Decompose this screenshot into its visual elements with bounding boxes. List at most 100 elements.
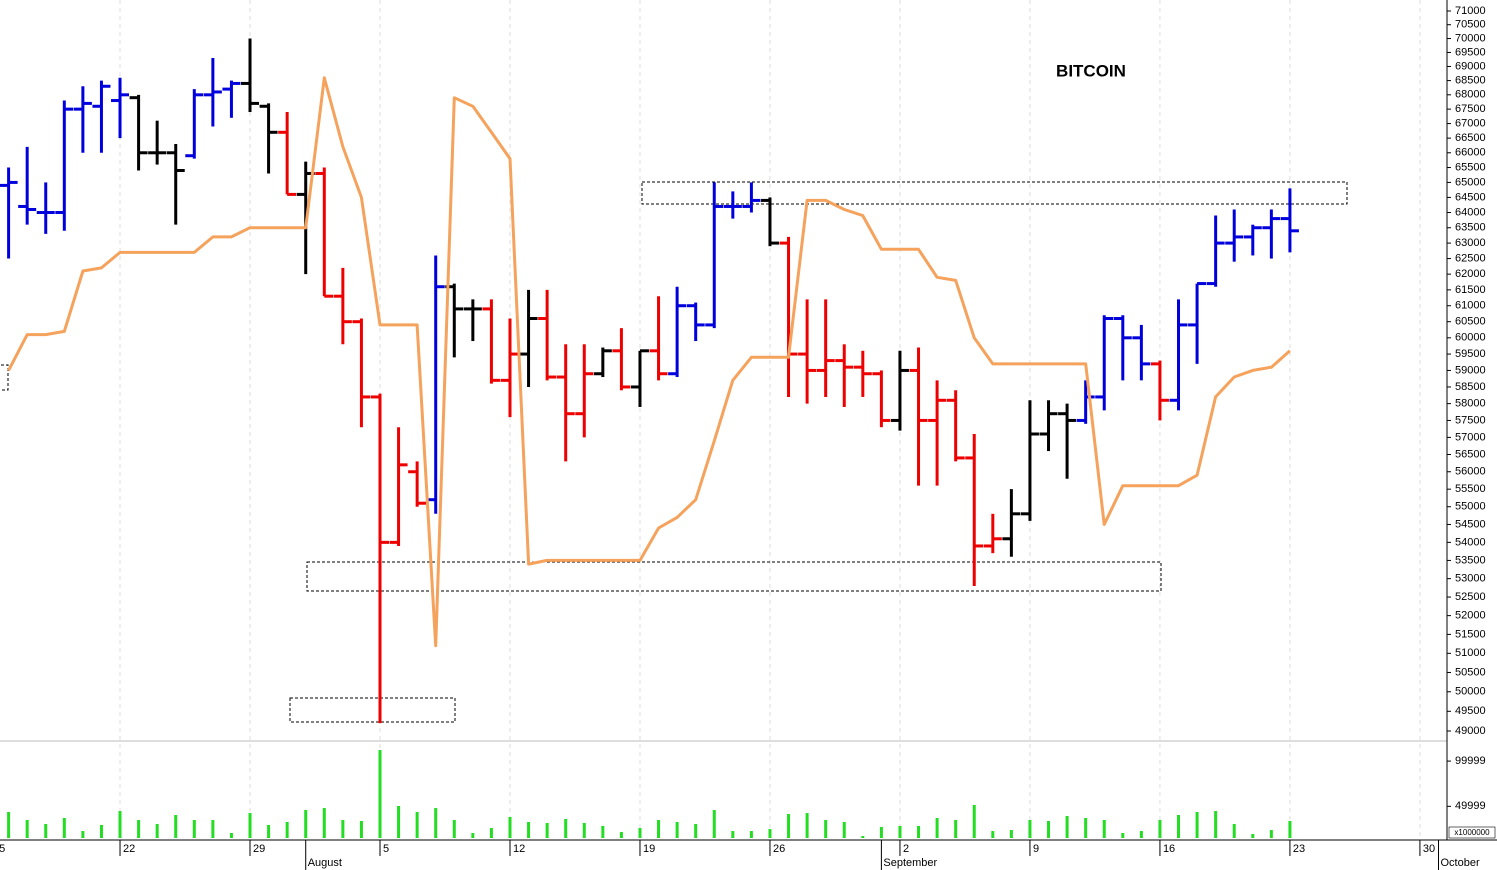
x-tick-label: 16: [1163, 843, 1175, 855]
volume-bar: [898, 825, 902, 838]
volume-bar: [991, 831, 995, 838]
y-tick-label: 54500: [1455, 518, 1486, 530]
y-tick-label: 50500: [1455, 666, 1486, 678]
volume-bar: [155, 823, 159, 838]
x-tick-label: 9: [1033, 843, 1039, 855]
volume-bar: [1121, 833, 1125, 838]
y-tick-label: 59000: [1455, 364, 1486, 376]
support-zone: [306, 561, 1162, 592]
x-tick-label: 12: [513, 843, 525, 855]
volume-bar: [1288, 820, 1292, 838]
y-tick-label: 67000: [1455, 117, 1486, 129]
volume-tick-label: 99999: [1455, 755, 1486, 767]
volume-bar: [415, 812, 419, 838]
chart-title: BITCOIN: [1056, 61, 1126, 80]
volume-bar: [137, 819, 141, 838]
x-tick-label: 15: [0, 843, 5, 855]
volume-bar: [954, 819, 958, 838]
volume-bar: [1214, 811, 1218, 838]
volume-bar: [267, 824, 271, 838]
volume-bar: [25, 819, 29, 838]
y-tick-label: 60000: [1455, 332, 1486, 344]
month-label: August: [308, 857, 342, 869]
volume-bar: [675, 821, 679, 838]
volume-bar: [285, 821, 289, 838]
y-tick-label: 50000: [1455, 686, 1486, 698]
month-label: October: [1440, 857, 1479, 869]
y-tick-label: 55000: [1455, 501, 1486, 513]
volume-bar: [192, 819, 196, 838]
volume-bar: [1047, 820, 1051, 838]
month-label: September: [883, 857, 937, 869]
volume-bar: [824, 819, 828, 838]
unit-box: [1448, 826, 1496, 839]
y-tick-label: 61500: [1455, 284, 1486, 296]
x-tick-label: 19: [643, 843, 655, 855]
volume-bar: [805, 813, 809, 838]
volume-bar: [1084, 818, 1088, 838]
volume-bar: [917, 825, 921, 838]
volume-bar: [638, 828, 642, 838]
y-tick-label: 62500: [1455, 252, 1486, 264]
volume-bar: [489, 828, 493, 838]
volume-bar: [7, 812, 11, 838]
volume-bar: [564, 819, 568, 838]
volume-bar: [1269, 830, 1273, 838]
y-tick-label: 68000: [1455, 89, 1486, 101]
volume-bar: [842, 821, 846, 838]
y-tick-label: 68500: [1455, 74, 1486, 86]
volume-bar: [434, 808, 438, 838]
y-tick-label: 64000: [1455, 206, 1486, 218]
volume-bar: [1195, 812, 1199, 838]
volume-bar: [787, 814, 791, 838]
volume-bar: [712, 810, 716, 838]
y-tick-label: 51500: [1455, 628, 1486, 640]
volume-bar: [694, 823, 698, 838]
volume-bar: [211, 819, 215, 838]
volume-bar: [508, 817, 512, 838]
x-tick-label: 26: [773, 843, 785, 855]
volume-bar: [972, 804, 976, 838]
x-tick-label: 5: [383, 843, 389, 855]
y-tick-label: 67500: [1455, 103, 1486, 115]
volume-bar: [545, 822, 549, 838]
volume-bar: [81, 831, 85, 838]
volume-bar: [1028, 819, 1032, 838]
volume-bar: [341, 819, 345, 838]
volume-bar: [935, 818, 939, 838]
volume-bar: [452, 819, 456, 838]
volume-bar: [378, 750, 382, 838]
y-tick-label: 52000: [1455, 610, 1486, 622]
volume-bar: [861, 836, 865, 838]
volume-bar: [1177, 815, 1181, 838]
volume-bar: [229, 833, 233, 838]
volume-bar: [1065, 816, 1069, 838]
y-tick-label: 52500: [1455, 591, 1486, 603]
y-tick-label: 63500: [1455, 222, 1486, 234]
y-tick-label: 65000: [1455, 176, 1486, 188]
resistance-zone: [641, 181, 1348, 205]
volume-bar: [304, 810, 308, 838]
y-tick-label: 65500: [1455, 161, 1486, 173]
y-tick-label: 64500: [1455, 191, 1486, 203]
volume-bar: [62, 818, 66, 838]
volume-tick-label: 49999: [1455, 800, 1486, 812]
volume-bar: [359, 820, 363, 838]
volume-bar: [601, 825, 605, 838]
volume-bar: [322, 808, 326, 838]
x-tick-label: 29: [253, 843, 265, 855]
volume-bar: [1251, 834, 1255, 838]
volume-unit: x1000000: [1454, 828, 1490, 837]
volume-bar: [657, 819, 661, 838]
volume-bar: [248, 813, 252, 838]
volume-bar: [174, 815, 178, 838]
y-tick-label: 70500: [1455, 19, 1486, 31]
y-tick-label: 56000: [1455, 466, 1486, 478]
y-tick-label: 71000: [1455, 5, 1486, 17]
y-tick-label: 69000: [1455, 60, 1486, 72]
volume-bar: [44, 823, 48, 838]
volume-bar: [731, 831, 735, 838]
volume-bar: [619, 832, 623, 838]
